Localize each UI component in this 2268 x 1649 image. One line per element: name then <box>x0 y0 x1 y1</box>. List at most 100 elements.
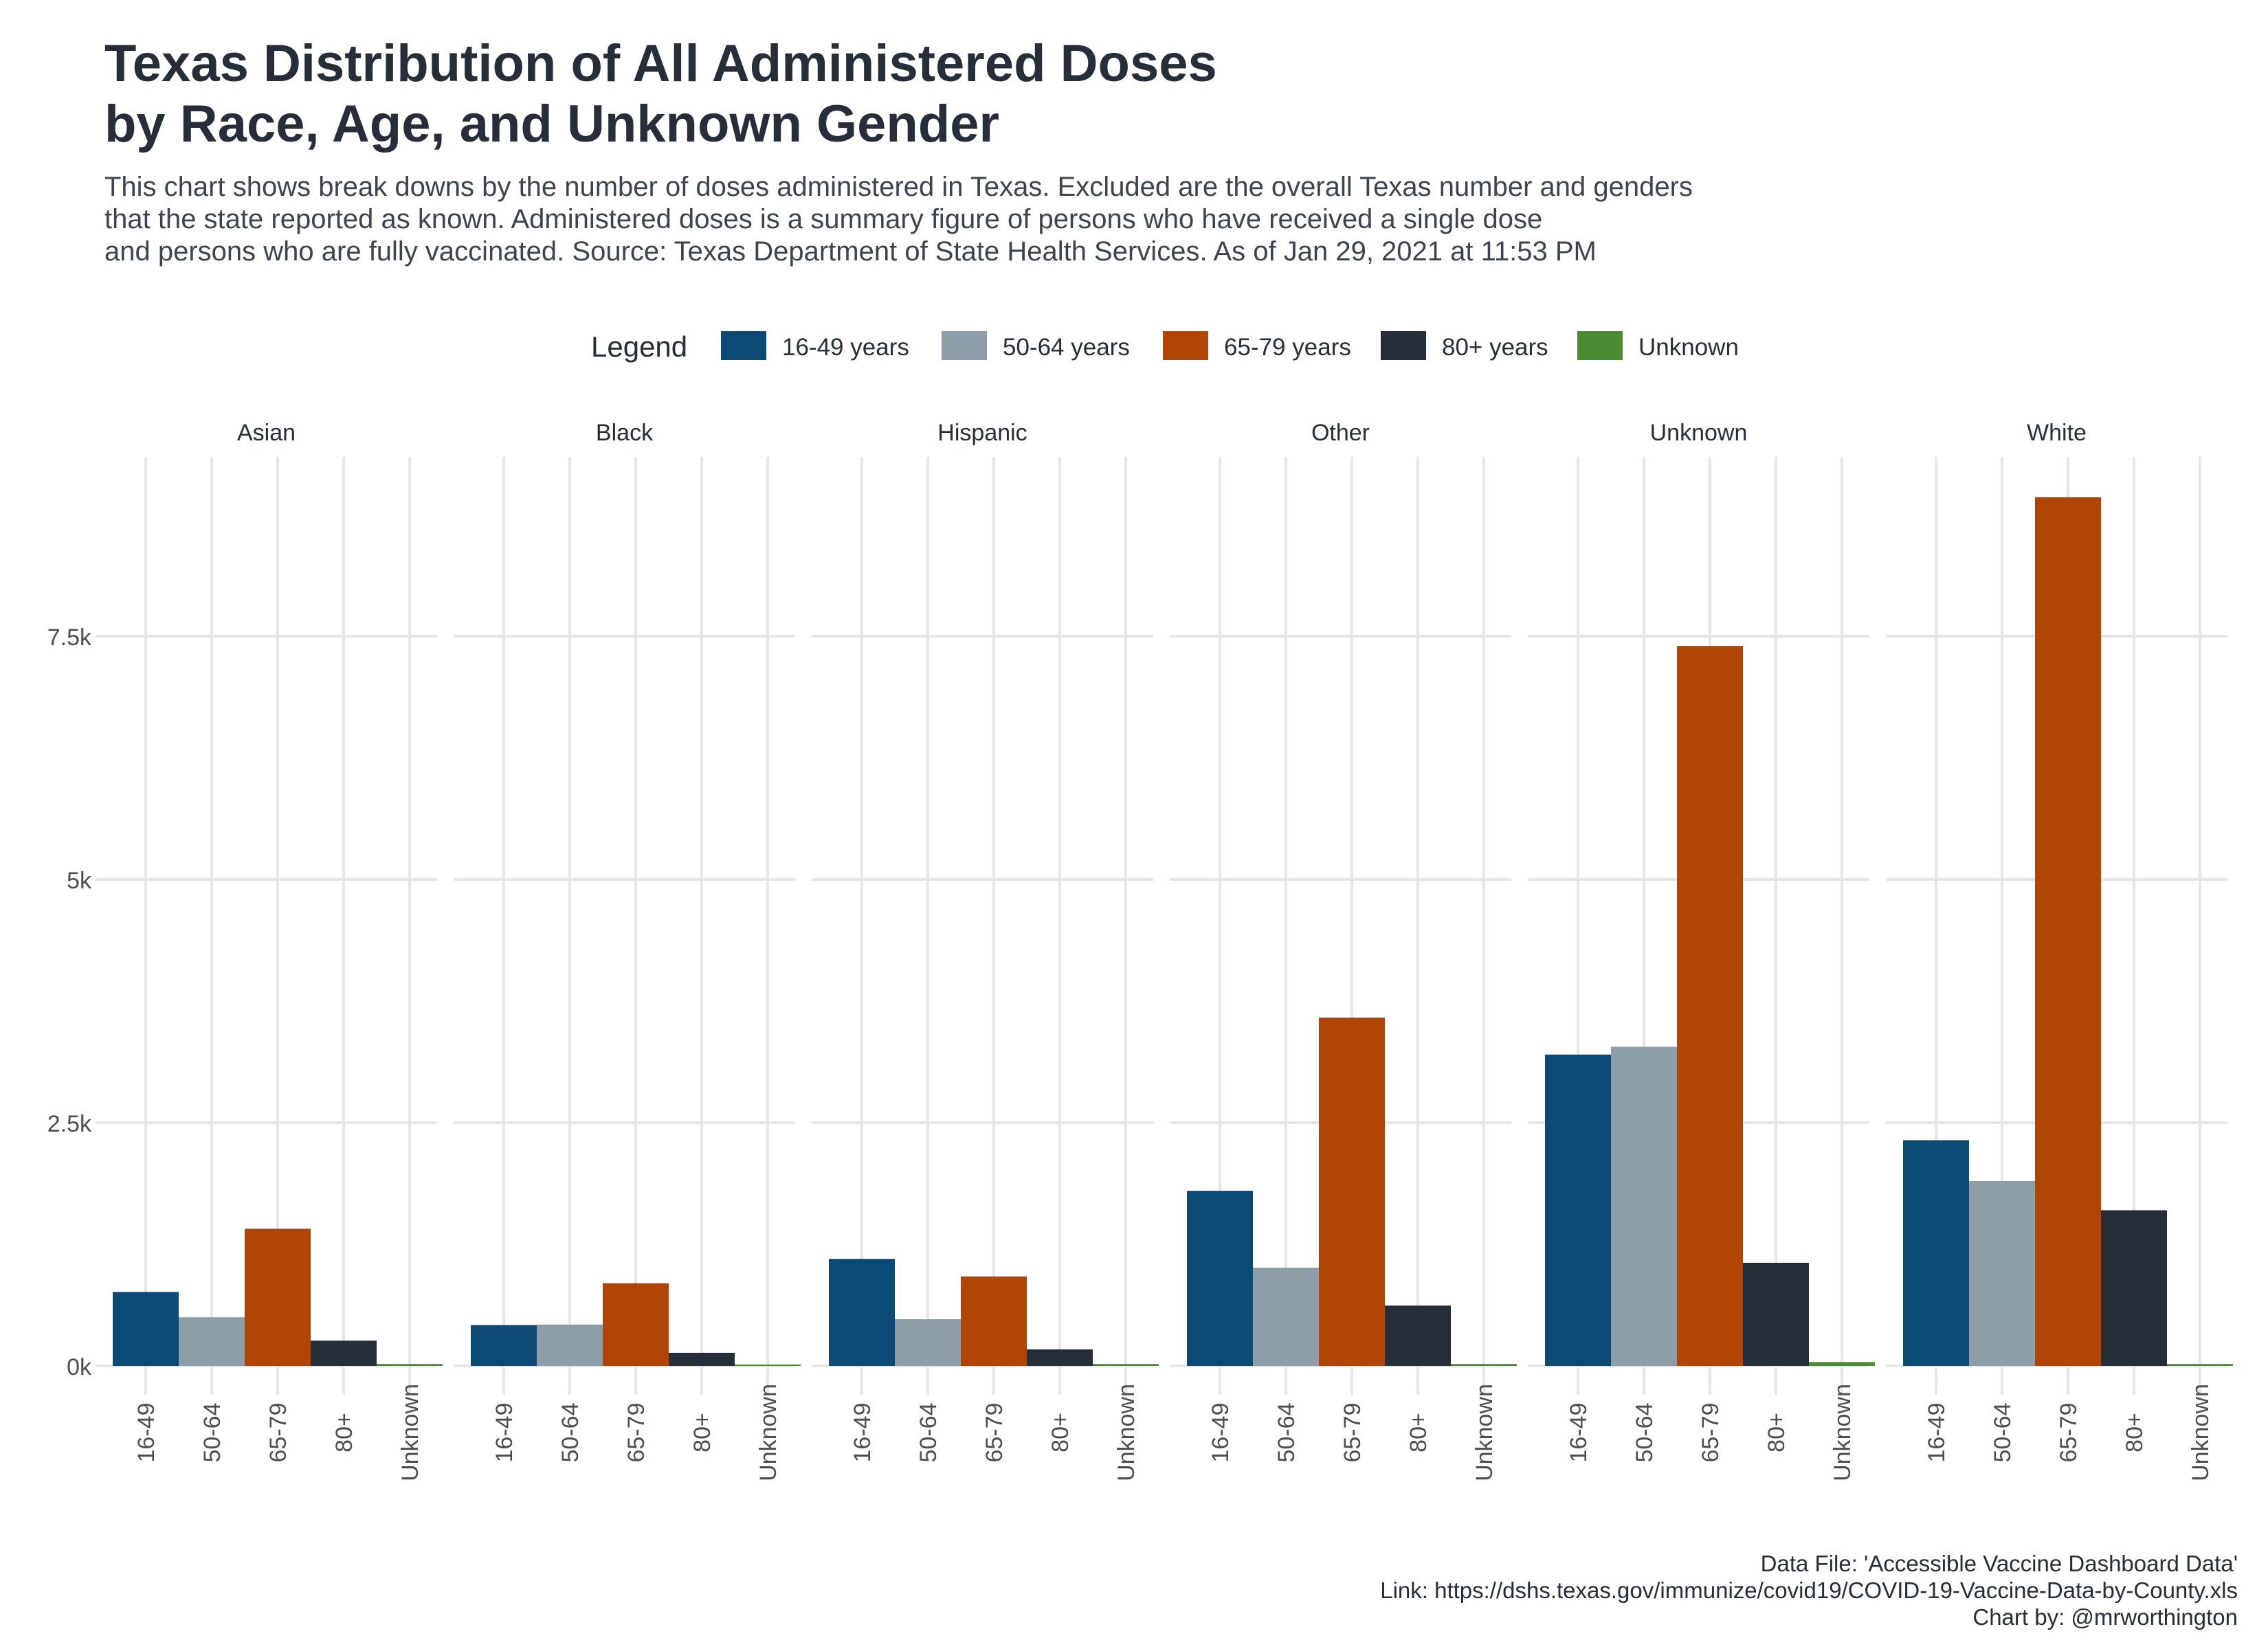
bar-other-50-64 <box>1253 1267 1319 1366</box>
bar-hispanic-16-49 <box>829 1259 895 1366</box>
facet-panel: Black 16-49 50-64 65-79 80+ Unknown <box>454 420 801 1481</box>
facet-label: White <box>2027 420 2087 446</box>
chart-subtitle-line: and persons who are fully vaccinated. So… <box>104 236 1597 267</box>
x-tick-label: 65-79 <box>265 1403 291 1463</box>
bar-unknown-unknown <box>1809 1362 1875 1366</box>
chart-title-line: by Race, Age, and Unknown Gender <box>104 95 999 153</box>
bar-unknown-16-49 <box>1545 1054 1611 1366</box>
bar-white-65-79 <box>2035 497 2101 1367</box>
bar-other-unknown <box>1451 1364 1517 1366</box>
legend-label: 50-64 years <box>1003 334 1130 361</box>
x-tick-label: 80+ <box>331 1413 357 1452</box>
x-tick-label: Unknown <box>397 1384 423 1481</box>
facet-panel: Asian 16-49 50-64 65-79 80+ Unknown <box>96 420 443 1481</box>
legend-label: Unknown <box>1638 334 1739 361</box>
bar-unknown-50-64 <box>1611 1046 1677 1366</box>
facet-panel: White 16-49 50-64 65-79 80+ Unknown <box>1886 420 2233 1481</box>
x-tick-label: Unknown <box>2188 1384 2214 1481</box>
bar-black-unknown <box>735 1365 801 1366</box>
bar-hispanic-65-79 <box>961 1276 1027 1366</box>
x-tick-label: 50-64 <box>915 1403 942 1463</box>
legend-swatch <box>942 331 987 360</box>
caption-line: Chart by: @mrworthington <box>1972 1604 2238 1630</box>
x-tick-label: 80+ <box>1047 1413 1074 1452</box>
bar-white-80+ <box>2101 1210 2167 1366</box>
x-tick-label: 80+ <box>689 1413 715 1452</box>
y-tick-label: 0k <box>67 1354 92 1380</box>
legend-title: Legend <box>591 330 687 363</box>
caption-line: Data File: 'Accessible Vaccine Dashboard… <box>1761 1551 2238 1576</box>
x-tick-label: 16-49 <box>133 1403 159 1463</box>
facet-label: Hispanic <box>937 420 1027 446</box>
bar-hispanic-50-64 <box>895 1319 961 1366</box>
chart-title: Texas Distribution of All Administered D… <box>104 34 1217 153</box>
bar-other-65-79 <box>1319 1018 1385 1366</box>
legend-swatch <box>721 331 766 360</box>
chart-subtitle: This chart shows break downs by the numb… <box>104 172 1693 267</box>
x-tick-label: 50-64 <box>1632 1403 1658 1463</box>
x-tick-label: 50-64 <box>1990 1403 2016 1463</box>
x-tick-label: 65-79 <box>1698 1403 1724 1463</box>
x-tick-label: 16-49 <box>1208 1403 1234 1463</box>
x-tick-label: 16-49 <box>849 1403 876 1463</box>
y-tick-label: 7.5k <box>47 625 92 651</box>
bar-asian-16-49 <box>113 1292 179 1366</box>
legend: Legend 16-49 years 50-64 years 65-79 years 8… <box>591 330 1739 363</box>
x-tick-label: 50-64 <box>557 1403 583 1463</box>
x-tick-label: 65-79 <box>1339 1403 1366 1463</box>
facet-panel: Unknown 16-49 50-64 65-79 80+ Unknown <box>1528 420 1875 1481</box>
caption-line: Link: https://dshs.texas.gov/immunize/co… <box>1380 1578 2238 1603</box>
x-tick-label: 16-49 <box>491 1403 518 1463</box>
x-tick-label: Unknown <box>1113 1384 1139 1481</box>
bar-other-80+ <box>1385 1305 1451 1366</box>
x-tick-label: 80+ <box>2122 1413 2148 1452</box>
x-tick-label: 65-79 <box>981 1403 1008 1463</box>
x-tick-label: 16-49 <box>1566 1403 1592 1463</box>
bar-black-50-64 <box>537 1324 603 1366</box>
x-tick-label: Unknown <box>1471 1384 1498 1481</box>
x-tick-label: 80+ <box>1764 1413 1790 1452</box>
legend-label: 80+ years <box>1442 334 1548 361</box>
chart-caption: Data File: 'Accessible Vaccine Dashboard… <box>1380 1551 2238 1630</box>
bar-white-unknown <box>2167 1364 2233 1366</box>
y-axis: 0k 2.5k 5k 7.5k <box>47 625 92 1380</box>
bar-white-16-49 <box>1903 1140 1969 1366</box>
facet-label: Unknown <box>1650 420 1748 446</box>
bar-unknown-80+ <box>1743 1262 1809 1366</box>
bar-asian-80+ <box>311 1340 377 1366</box>
y-tick-label: 2.5k <box>47 1111 92 1137</box>
bar-black-65-79 <box>603 1283 669 1366</box>
legend-label: 16-49 years <box>782 334 909 361</box>
facet-label: Asian <box>237 420 296 446</box>
x-tick-label: 80+ <box>1405 1413 1432 1452</box>
bar-asian-65-79 <box>245 1229 311 1366</box>
bar-asian-unknown <box>377 1364 443 1366</box>
x-tick-label: 50-64 <box>199 1403 225 1463</box>
chart-title-line: Texas Distribution of All Administered D… <box>104 34 1217 93</box>
facet-panel: Hispanic 16-49 50-64 65-79 80+ Unknown <box>812 420 1159 1481</box>
chart-subtitle-line: This chart shows break downs by the numb… <box>104 172 1693 202</box>
bar-black-80+ <box>669 1352 735 1366</box>
x-tick-label: Unknown <box>1830 1384 1856 1481</box>
x-tick-label: 16-49 <box>1924 1403 1950 1463</box>
facet-panel: Other 16-49 50-64 65-79 80+ Unknown <box>1170 420 1517 1481</box>
bar-asian-50-64 <box>179 1317 245 1366</box>
x-tick-label: Unknown <box>755 1384 781 1481</box>
legend-swatch <box>1381 331 1426 360</box>
y-tick-label: 5k <box>67 868 92 894</box>
chart-subtitle-line: that the state reported as known. Admini… <box>104 204 1542 234</box>
facet-label: Black <box>596 420 654 446</box>
legend-label: 65-79 years <box>1224 334 1351 361</box>
bar-white-50-64 <box>1969 1180 2035 1366</box>
bar-unknown-65-79 <box>1677 646 1743 1367</box>
bar-black-16-49 <box>471 1325 537 1366</box>
legend-swatch <box>1577 331 1623 360</box>
bar-hispanic-80+ <box>1027 1349 1093 1366</box>
bar-other-16-49 <box>1187 1191 1253 1366</box>
bar-hispanic-unknown <box>1093 1364 1159 1366</box>
x-tick-label: 65-79 <box>623 1403 649 1463</box>
x-tick-label: 50-64 <box>1274 1403 1300 1463</box>
x-tick-label: 65-79 <box>2056 1403 2082 1463</box>
facet-label: Other <box>1311 420 1370 446</box>
